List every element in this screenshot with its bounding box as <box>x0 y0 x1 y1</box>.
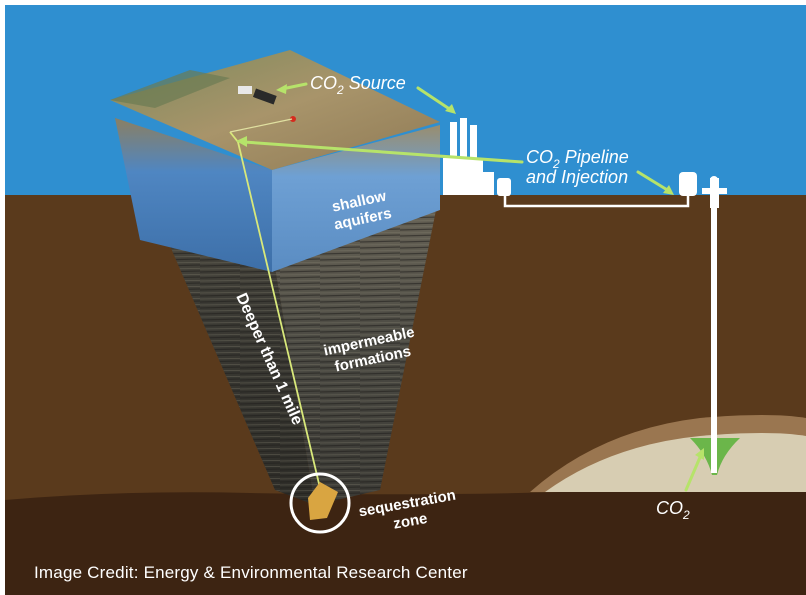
block-wellhead <box>290 116 296 122</box>
power-plant <box>443 118 511 196</box>
callout-arrows <box>242 82 703 492</box>
co2-pipeline <box>503 194 690 208</box>
reservoir-dome <box>545 433 806 492</box>
svg-text:zone: zone <box>392 510 429 533</box>
label-pipeline: CO2 Pipeline <box>526 147 629 171</box>
label-pipeline-line2: and Injection <box>526 167 628 187</box>
block-right-aquifer <box>272 125 440 272</box>
deep-ground <box>5 488 806 595</box>
label-co2-plume: CO2 <box>656 498 690 522</box>
block-left-aquifer <box>115 118 272 272</box>
arrowheads <box>236 84 704 460</box>
injection-wellhead <box>702 176 727 208</box>
label-impermeable-formations: impermeable formations <box>322 324 416 376</box>
injection-pump <box>679 172 697 196</box>
block-facility <box>238 86 252 94</box>
label-co2-source: CO2 Source <box>310 73 406 97</box>
image-credit: Image Credit: Energy & Environmental Res… <box>34 563 468 582</box>
sequestration-cube <box>308 482 338 520</box>
sequestration-highlight <box>289 472 351 534</box>
injection-well <box>711 205 717 473</box>
